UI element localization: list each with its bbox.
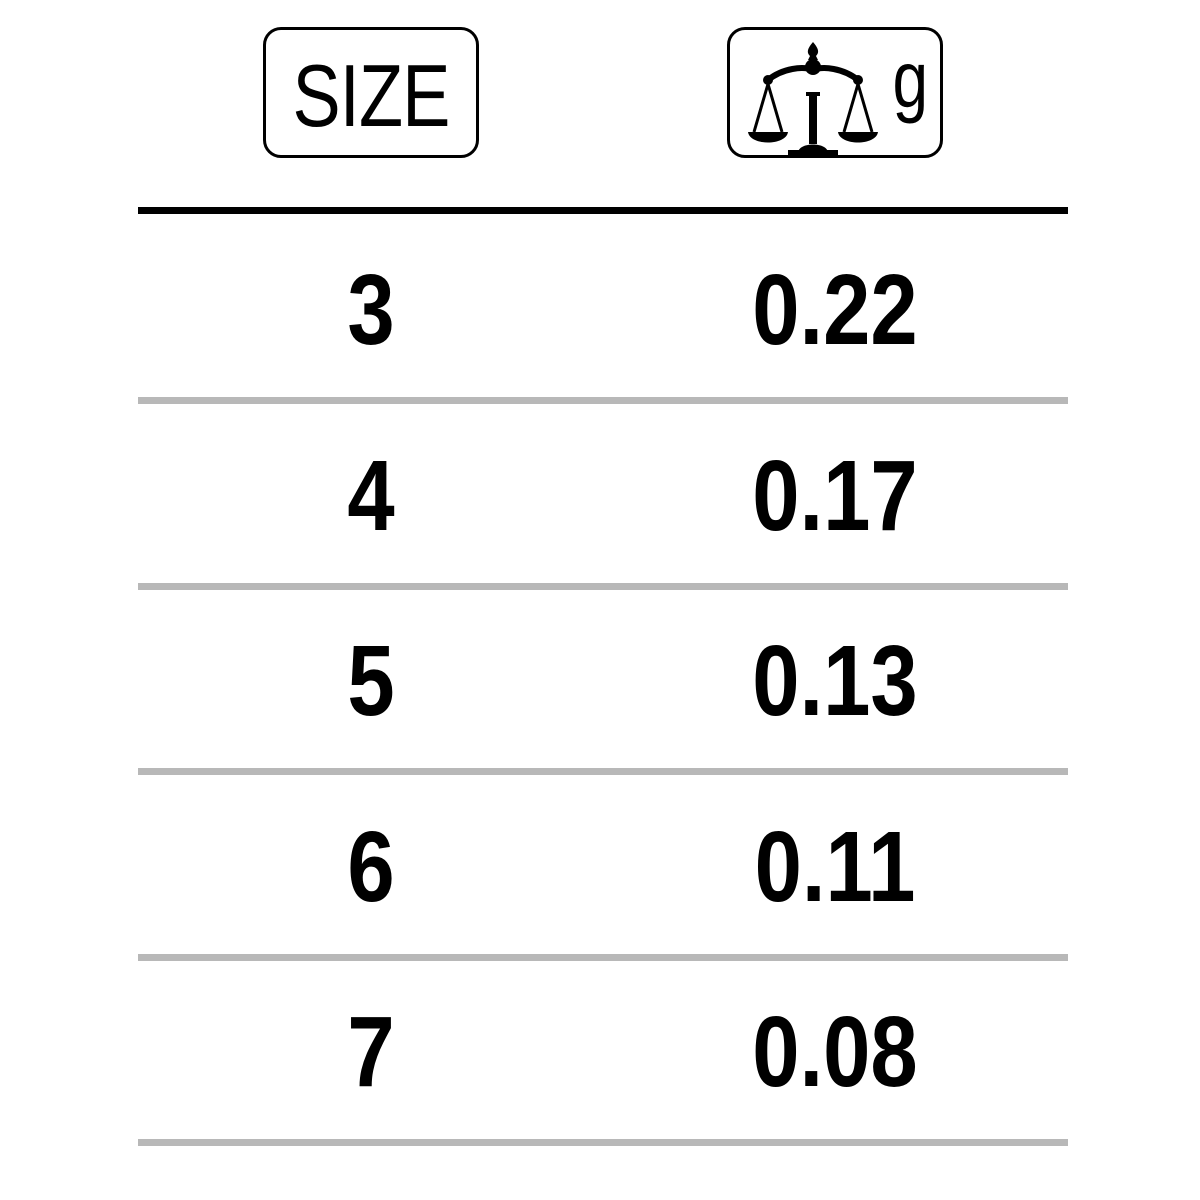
weight-unit-label: g [892,35,929,124]
header-divider [138,207,1068,214]
row-divider [138,397,1068,404]
size-cell: 7 [347,996,395,1108]
balance-scale-icon [748,42,878,158]
size-cell: 6 [347,810,395,923]
weight-header: g [727,27,943,158]
row-divider [138,1139,1068,1146]
weight-cell: 0.22 [752,254,918,366]
size-header-label: SIZE [292,46,450,145]
weight-cell: 0.08 [752,996,918,1108]
size-cell: 3 [347,254,395,366]
weight-cell: 0.17 [752,439,918,552]
row-divider [138,582,1068,590]
weight-cell: 0.11 [754,810,916,923]
row-divider [138,768,1068,775]
size-header: SIZE [263,27,479,158]
size-cell: 4 [347,439,395,552]
row-divider [138,953,1068,961]
size-cell: 5 [347,625,395,737]
weight-cell: 0.13 [752,625,918,737]
